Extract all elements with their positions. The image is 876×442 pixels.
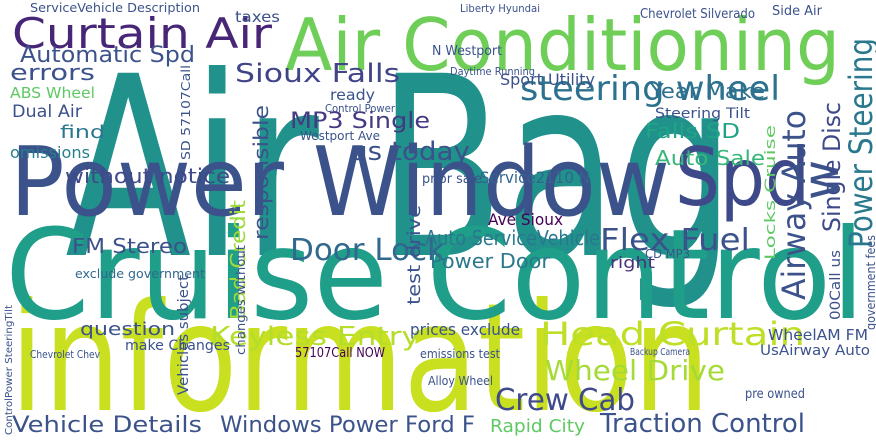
word: CD MP3 [645,247,690,261]
word: Ave Sioux [488,210,563,229]
word: prices exclude [410,320,520,339]
word: Spd [675,131,810,224]
word: FM Stereo [72,234,187,258]
word: exclude government [75,267,205,281]
word: Westport Ave [300,129,380,143]
word: Sioux Falls [235,59,400,89]
word: make Changes [125,338,230,354]
word: errors [10,61,95,86]
word: Chevrolet Chev [30,348,100,361]
word: Locks Cruise [763,125,779,260]
word: Backup Camera [630,347,690,358]
word: Alloy Wheel [428,374,493,388]
word: w [792,160,850,200]
word: Door Lock [290,233,446,268]
word: Chevrolet Silverado [640,7,755,22]
word: taxes [235,8,280,26]
word: pre owned [745,387,805,402]
word: Service2110 N [480,168,590,187]
word: Dual Air [12,102,82,122]
word: Windows Power Ford F [220,413,475,438]
word: omissions [10,143,90,162]
word: Daytime Running [450,65,535,78]
word: us today [350,137,470,167]
word: Vehicle Details [12,413,202,438]
word: Steering Tilt [655,106,751,122]
word: test drive [404,205,425,305]
word: changes without [234,245,248,355]
word: Traction Control [599,409,805,439]
word: Year Make [649,79,765,103]
word: Vehicles subject [176,274,192,395]
word: steering wheel [520,69,780,109]
word: ControlPower SteeringTilt [4,305,15,435]
word: MP3 Single [290,109,430,134]
word: ready [330,86,375,104]
word: N Westport [432,44,502,59]
word: 57107Call NOW [295,346,385,361]
word: responsible [249,105,273,240]
word: Crew Cab [495,383,635,418]
word: Curtain Air [12,9,273,58]
word: question [80,319,175,340]
word: right [610,253,655,272]
word: Power Steering [842,38,876,248]
word: emissions test [420,347,500,361]
word: Side Air [772,4,823,19]
word: Air Conditioning [285,3,840,87]
word: find [60,122,105,143]
word: UsAirway Auto [760,343,870,359]
word: Single Disc [818,102,846,232]
word: Liberty Hyundai [460,2,540,15]
word: Flex Fuel [600,223,750,258]
word: Rapid City [490,416,585,437]
word: Sport Utility [500,70,595,89]
word: ServiceVehicle Description [30,1,200,15]
word: Automatic Spd [20,43,195,68]
word: Falls SD [645,119,740,143]
word: ABS Wheel [10,84,95,102]
word: Keyless Entry [210,322,420,352]
word: WheelAM FM [768,326,868,344]
word: Wheel Drive [545,354,725,387]
word: Power Window [10,128,670,238]
word: Airway Auto [775,110,813,300]
word: Head Curtain [540,315,805,353]
word: Control Power [325,102,395,115]
word: Air Bag [65,23,735,314]
word: Auto Sale [655,146,765,170]
word: 00Call us [828,250,844,320]
word: prior sale [422,172,482,187]
word: without notice [65,164,230,188]
word: Bad Credit [226,200,250,320]
word: SD 57107Call [179,65,193,160]
word: information [10,272,710,442]
word: Cruise Control [5,203,865,348]
word: Power Door [430,249,551,273]
word: Auto ServiceVehicle [425,226,600,250]
word: government fees [864,235,876,330]
